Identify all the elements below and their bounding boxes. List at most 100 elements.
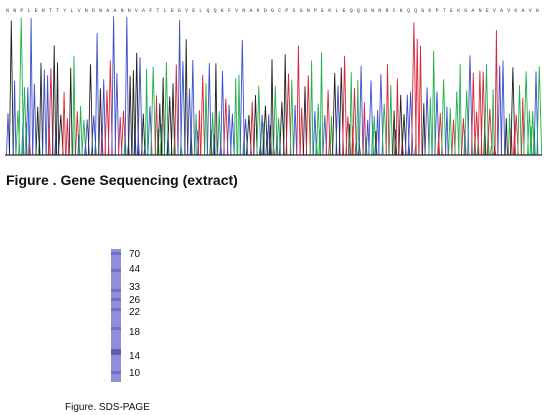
base-call-letter: E [486,8,489,14]
base-call-letter: A [471,8,474,14]
base-call-letter: E [192,8,195,14]
trace-minor-peak [262,122,266,156]
trace-peak [52,45,57,156]
trace-peak [494,29,499,156]
trace-peak [25,87,30,156]
trace-peak [375,109,380,156]
trace-peak [388,85,393,156]
trace-peak [523,71,529,156]
trace-peak [467,55,473,156]
trace-peak [62,91,66,156]
base-call-letter: T [443,8,446,14]
figure-caption-gene-sequencing: Figure . Gene Sequencing (extract) [6,172,238,188]
base-call-letter: K [328,8,331,14]
base-call-letter: N [99,8,102,14]
trace-minor-peak [242,134,246,156]
base-call-letter: V [493,8,496,14]
trace-peak [150,66,156,156]
base-call-letter: Q [214,8,217,14]
trace-peak [78,106,83,156]
trace-peak [536,66,542,156]
trace-peak [471,72,476,156]
trace-peak [398,94,404,156]
base-call-letter: Q [357,8,360,14]
trace-minor-peak [473,136,477,156]
trace-peak [134,52,139,156]
trace-peak [87,64,94,156]
base-call-letter: C [393,8,396,14]
trace-peak [177,19,182,156]
trace-peak [124,16,130,156]
sds-page-gel-lane [111,249,121,382]
gel-band [111,349,121,355]
base-call-letter: N [479,8,482,14]
trace-peak [65,118,70,156]
trace-peak [220,70,225,156]
trace-peak [500,60,506,156]
base-call-letter: A [522,8,525,14]
trace-peak [42,69,47,156]
base-call-letter: Q [407,8,410,14]
trace-peak [293,104,298,156]
base-call-letter: Y [63,8,66,14]
trace-peak [424,87,430,156]
base-call-letter: L [335,8,338,14]
base-call-letter: E [171,8,174,14]
trace-peak [98,88,103,156]
gel-lane-background [111,249,121,382]
base-call-letter: N [42,8,45,14]
trace-peak [451,119,456,156]
base-call-letter: Q [207,8,210,14]
trace-peak [12,80,17,156]
trace-peak [18,17,25,156]
trace-peak [484,64,489,156]
trace-peak [154,95,159,156]
base-call-letter: E [35,8,38,14]
trace-peak [270,59,274,156]
trace-peak [161,77,166,156]
trace-peak [144,68,149,156]
trace-peak [491,89,495,156]
trace-peak [338,67,344,156]
trace-peak [302,86,308,156]
gel-band [111,308,121,311]
trace-peak [356,79,360,156]
base-call-letter: V [135,8,138,14]
trace-peak [325,89,331,156]
base-call-letter: E [343,8,346,14]
trace-peak [332,72,338,156]
trace-peak [174,64,179,156]
trace-peak [395,78,400,156]
trace-peak [217,111,222,156]
trace-peak [141,113,146,156]
base-call-letter: K [428,8,431,14]
trace-peak [477,70,483,156]
trace-peak [22,86,27,156]
base-call-letter: P [314,8,317,14]
trace-peak [296,45,301,156]
trace-peak [385,64,390,156]
trace-peak [368,80,374,156]
trace-peak [315,103,321,156]
trace-peak [504,118,508,156]
trace-peak [428,97,433,156]
base-call-letter: V [185,8,188,14]
base-call-letter: V [78,8,81,14]
trace-peak [32,83,37,156]
trace-peak [118,116,123,156]
trace-peak [6,113,10,156]
trace-peak [345,116,351,156]
gel-band [111,298,121,301]
base-call-letter: G [364,8,367,14]
base-call-letter: N [371,8,374,14]
base-call-letter: A [249,8,252,14]
trace-minor-peak [100,130,104,156]
trace-peak [107,60,113,156]
trace-peak [411,22,417,156]
base-call-letter: S [292,8,295,14]
trace-peak [230,113,235,156]
trace-peak [358,65,364,156]
trace-peaks [6,16,542,156]
base-call-letter: N [242,8,245,14]
trace-peak [283,54,288,156]
